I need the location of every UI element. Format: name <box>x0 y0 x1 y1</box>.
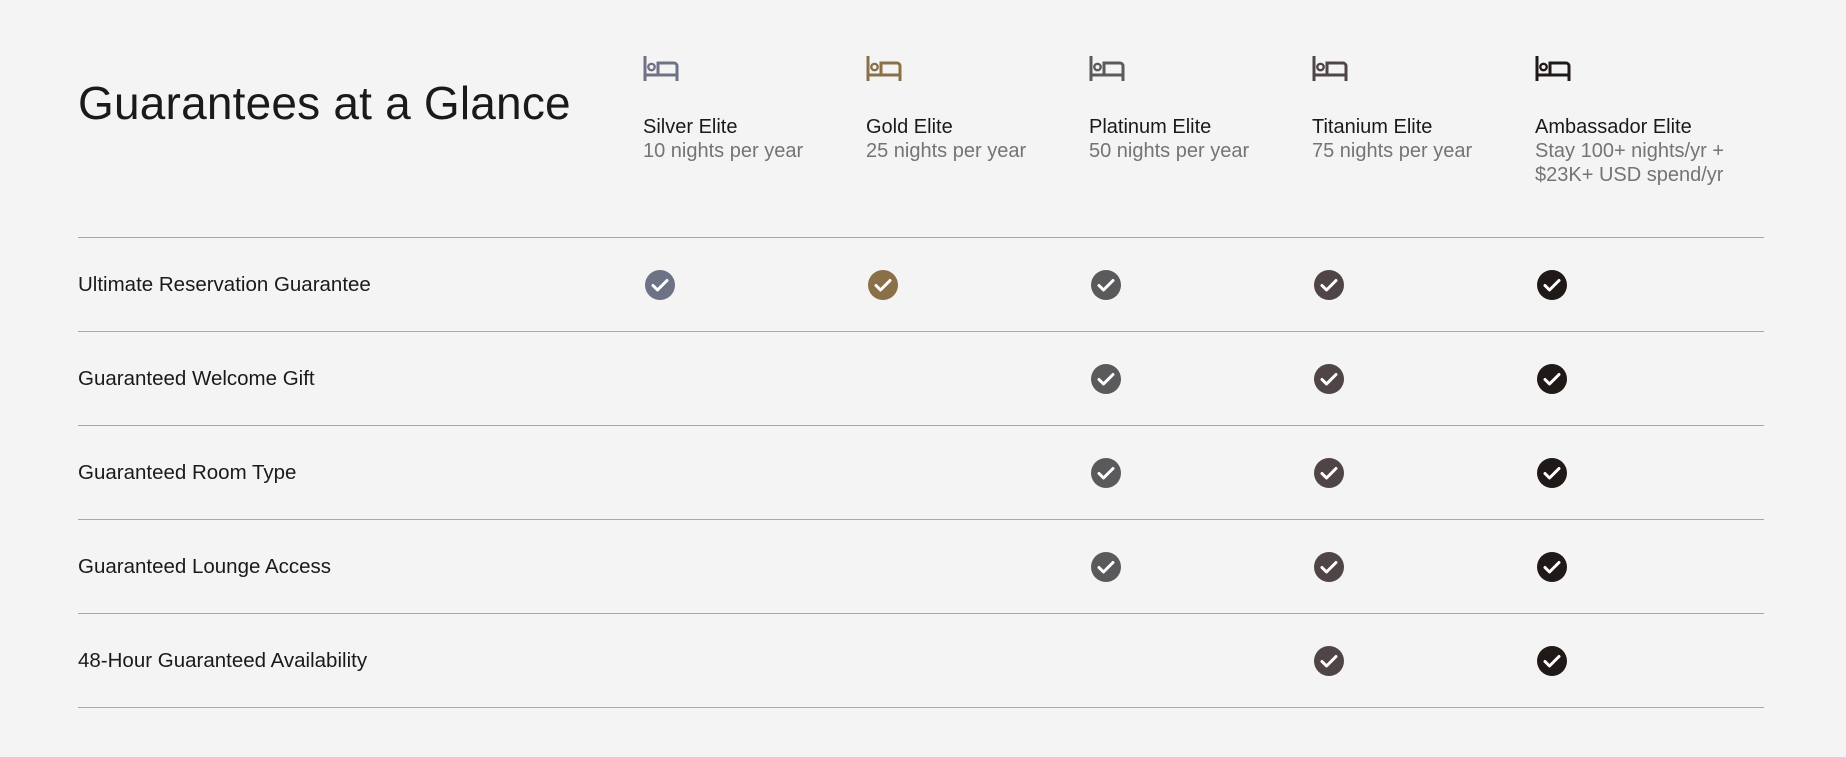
check-circle-icon <box>1537 552 1567 582</box>
tier-name: Silver Elite <box>643 116 738 138</box>
tier-requirement: 10 nights per year <box>643 140 804 162</box>
check-circle-icon <box>1314 552 1344 582</box>
check-circle-icon <box>1314 364 1344 394</box>
tier-requirement: Stay 100+ nights/yr + $23K+ USD spend/yr <box>1535 140 1725 186</box>
check-circle-icon <box>868 270 898 300</box>
table-row: Ultimate Reservation Guarantee <box>78 238 1764 332</box>
row-label: Guaranteed Lounge Access <box>78 555 332 578</box>
tier-requirement: 75 nights per year <box>1312 140 1473 162</box>
table-row: Guaranteed Welcome Gift <box>78 332 1764 426</box>
tier-name: Titanium Elite <box>1312 116 1433 138</box>
check-circle-icon <box>1537 646 1567 676</box>
tier-requirement: 25 nights per year <box>866 140 1027 162</box>
divider <box>78 425 1764 426</box>
check-circle-icon <box>1091 364 1121 394</box>
check-circle-icon <box>1314 646 1344 676</box>
tier-name: Gold Elite <box>866 116 953 138</box>
tier-requirement: 50 nights per year <box>1089 140 1250 162</box>
check-circle-icon <box>1537 270 1567 300</box>
check-circle-icon <box>1314 270 1344 300</box>
page-title: Guarantees at a Glance <box>78 77 571 129</box>
tier-name: Platinum Elite <box>1089 116 1212 138</box>
check-circle-icon <box>1314 458 1344 488</box>
check-circle-icon <box>645 270 675 300</box>
check-circle-icon <box>1537 458 1567 488</box>
table-row: Guaranteed Room Type <box>78 426 1764 520</box>
check-circle-icon <box>1091 270 1121 300</box>
bed-icon <box>1312 56 1522 81</box>
row-label: Guaranteed Welcome Gift <box>78 367 315 390</box>
row-label: 48-Hour Guaranteed Availability <box>78 649 368 672</box>
tier-header-silver-elite: Silver Elite 10 nights per year <box>643 56 853 163</box>
bed-icon <box>1535 56 1745 81</box>
check-circle-icon <box>1091 458 1121 488</box>
divider <box>78 519 1764 520</box>
bed-icon <box>866 56 1076 81</box>
tier-name: Ambassador Elite <box>1535 116 1692 138</box>
table-row: 48-Hour Guaranteed Availability <box>78 614 1764 708</box>
row-label: Guaranteed Room Type <box>78 461 297 484</box>
table-row: Guaranteed Lounge Access <box>78 520 1764 614</box>
check-circle-icon <box>1091 552 1121 582</box>
bed-icon <box>643 56 853 81</box>
row-label: Ultimate Reservation Guarantee <box>78 273 371 296</box>
tier-header-ambassador-elite: Ambassador Elite Stay 100+ nights/yr + $… <box>1535 56 1745 187</box>
bed-icon <box>1089 56 1299 81</box>
divider <box>78 237 1764 238</box>
divider <box>78 331 1764 332</box>
divider <box>78 613 1764 614</box>
tier-header-platinum-elite: Platinum Elite 50 nights per year <box>1089 56 1299 163</box>
check-circle-icon <box>1537 364 1567 394</box>
tier-header-gold-elite: Gold Elite 25 nights per year <box>866 56 1076 163</box>
divider <box>78 707 1764 708</box>
tier-header-titanium-elite: Titanium Elite 75 nights per year <box>1312 56 1522 163</box>
